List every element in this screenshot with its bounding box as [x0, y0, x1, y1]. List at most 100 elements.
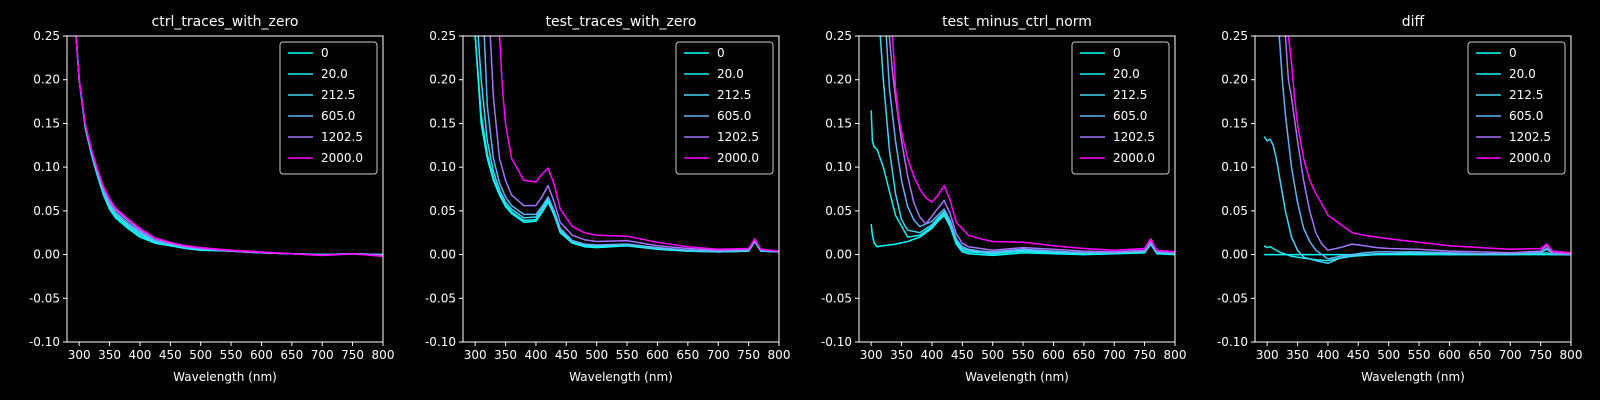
y-tick-label: -0.10 [425, 335, 456, 349]
x-tick-label: 750 [737, 348, 760, 362]
series-line-605.0 [1278, 36, 1571, 260]
x-tick-label: 550 [220, 348, 243, 362]
chart-panel-3: 300 350 400 450 500 550 600 650 700 750 800 -0.10 -0… [821, 14, 1187, 384]
legend-label: 2000.0 [717, 151, 759, 165]
x-tick-label: 450 [159, 348, 182, 362]
x-tick-label: 400 [920, 348, 943, 362]
y-tick-label: 0.20 [33, 73, 60, 87]
legend-box [1071, 41, 1170, 175]
x-tick-label: 450 [555, 348, 578, 362]
series-group [75, 36, 383, 258]
legend-label: 212.5 [321, 88, 355, 102]
x-tick-label: 500 [585, 348, 608, 362]
y-tick-label: 0.00 [1221, 248, 1248, 262]
x-tick-label: 450 [1347, 348, 1370, 362]
x-tick-label: 500 [189, 348, 212, 362]
y-tick-label: 0.25 [429, 29, 456, 43]
legend-box [675, 41, 774, 175]
y-tick-label: 0.00 [825, 248, 852, 262]
legend-box [279, 41, 378, 175]
x-tick-label: 500 [981, 348, 1004, 362]
legend-label: 20.0 [1509, 67, 1536, 81]
y-tick-label: 0.15 [33, 116, 60, 130]
legend-label: 1202.5 [717, 130, 759, 144]
y-tick-label: 0.10 [429, 160, 456, 174]
x-tick-label: 650 [1072, 348, 1095, 362]
legend-label: 2000.0 [321, 151, 363, 165]
series-line-2000.0 [75, 36, 383, 258]
y-tick-label: -0.05 [425, 291, 456, 305]
y-tick-label: -0.05 [29, 291, 60, 305]
legend-label: 212.5 [1509, 88, 1543, 102]
x-tick-label: 300 [464, 348, 487, 362]
y-tick-label: 0.15 [1221, 116, 1248, 130]
y-tick-label: -0.05 [821, 291, 852, 305]
series-line-605.0 [885, 36, 1175, 254]
x-axis-label: Wavelength (nm) [173, 370, 277, 384]
y-tick-label: 0.05 [825, 204, 852, 218]
legend-label: 605.0 [321, 109, 355, 123]
x-tick-label: 650 [280, 348, 303, 362]
x-tick-label: 600 [1438, 348, 1461, 362]
x-tick-label: 600 [250, 348, 273, 362]
legend: 0 20.0 212.5 605.0 1202.5 2000.0 [1071, 41, 1170, 175]
x-tick-label: 550 [1012, 348, 1035, 362]
axes-frame [462, 35, 780, 343]
x-tick-label: 700 [1499, 348, 1522, 362]
legend: 0 20.0 212.5 605.0 1202.5 2000.0 [1467, 41, 1566, 175]
chart-panel-2: 300 350 400 450 500 550 600 650 700 750 800 -0.10 -0… [425, 14, 791, 384]
x-tick-label: 750 [1529, 348, 1552, 362]
x-tick-label: 350 [98, 348, 121, 362]
chart-title: test_minus_ctrl_norm [942, 14, 1092, 30]
y-tick-label: -0.05 [1217, 291, 1248, 305]
x-tick-label: 500 [1377, 348, 1400, 362]
series-line-605.0 [483, 36, 779, 253]
y-tick-label: 0.20 [429, 73, 456, 87]
y-tick-label: 0.20 [1221, 73, 1248, 87]
x-tick-label: 300 [860, 348, 883, 362]
chart-title: ctrl_traces_with_zero [152, 14, 299, 30]
y-tick-label: 0.05 [1221, 204, 1248, 218]
series-line-1202.5 [1284, 36, 1571, 255]
series-line-2000.0 [498, 36, 779, 252]
x-tick-label: 700 [311, 348, 334, 362]
x-tick-label: 650 [1468, 348, 1491, 362]
y-tick-label: 0.10 [1221, 160, 1248, 174]
y-tick-label: -0.10 [821, 335, 852, 349]
x-tick-label: 350 [1286, 348, 1309, 362]
legend-label: 0 [1509, 46, 1517, 60]
series-line-1202.5 [888, 36, 1175, 254]
legend-label: 2000.0 [1509, 151, 1551, 165]
x-tick-label: 450 [951, 348, 974, 362]
legend-label: 2000.0 [1113, 151, 1155, 165]
y-tick-label: 0.25 [1221, 29, 1248, 43]
x-tick-label: 800 [1164, 348, 1187, 362]
y-tick-label: 0.05 [33, 204, 60, 218]
series-line-0 [870, 214, 1175, 257]
x-tick-label: 750 [341, 348, 364, 362]
legend: 0 20.0 212.5 605.0 1202.5 2000.0 [675, 41, 774, 175]
axes-frame [1254, 35, 1572, 343]
x-tick-label: 800 [372, 348, 395, 362]
chart-title: test_traces_with_zero [546, 14, 697, 30]
y-tick-label: -0.10 [29, 335, 60, 349]
legend-label: 212.5 [1113, 88, 1147, 102]
legend: 0 20.0 212.5 605.0 1202.5 2000.0 [279, 41, 378, 175]
series-line-2000.0 [1287, 36, 1571, 254]
x-tick-label: 400 [1316, 348, 1339, 362]
legend-label: 1202.5 [1509, 130, 1551, 144]
y-tick-label: 0.25 [825, 29, 852, 43]
legend-box [1467, 41, 1566, 175]
series-group [870, 36, 1175, 257]
x-tick-label: 700 [707, 348, 730, 362]
x-tick-label: 600 [646, 348, 669, 362]
x-tick-label: 800 [768, 348, 791, 362]
chart-panel-4: 300 350 400 450 500 550 600 650 700 750 800 -0.10 -0… [1217, 14, 1583, 384]
x-tick-label: 400 [128, 348, 151, 362]
x-tick-label: 350 [494, 348, 517, 362]
y-tick-label: 0.10 [825, 160, 852, 174]
series-group [474, 36, 779, 253]
x-tick-label: 550 [616, 348, 639, 362]
x-tick-label: 600 [1042, 348, 1065, 362]
x-axis-label: Wavelength (nm) [569, 370, 673, 384]
